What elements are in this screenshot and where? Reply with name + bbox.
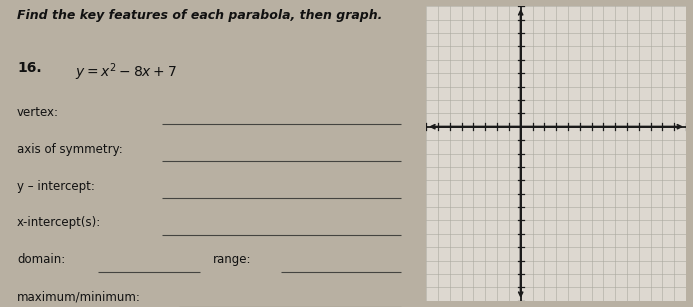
- Text: x-intercept(s):: x-intercept(s):: [17, 216, 101, 229]
- Text: vertex:: vertex:: [17, 106, 59, 119]
- Text: Find the key features of each parabola, then graph.: Find the key features of each parabola, …: [17, 9, 383, 22]
- Text: y – intercept:: y – intercept:: [17, 180, 95, 192]
- Text: $y = x^2 - 8x + 7$: $y = x^2 - 8x + 7$: [75, 61, 176, 83]
- Text: domain:: domain:: [17, 253, 65, 266]
- Text: range:: range:: [213, 253, 252, 266]
- Text: 16.: 16.: [17, 61, 42, 76]
- Text: axis of symmetry:: axis of symmetry:: [17, 143, 123, 156]
- Text: maximum/minimum:: maximum/minimum:: [17, 290, 141, 303]
